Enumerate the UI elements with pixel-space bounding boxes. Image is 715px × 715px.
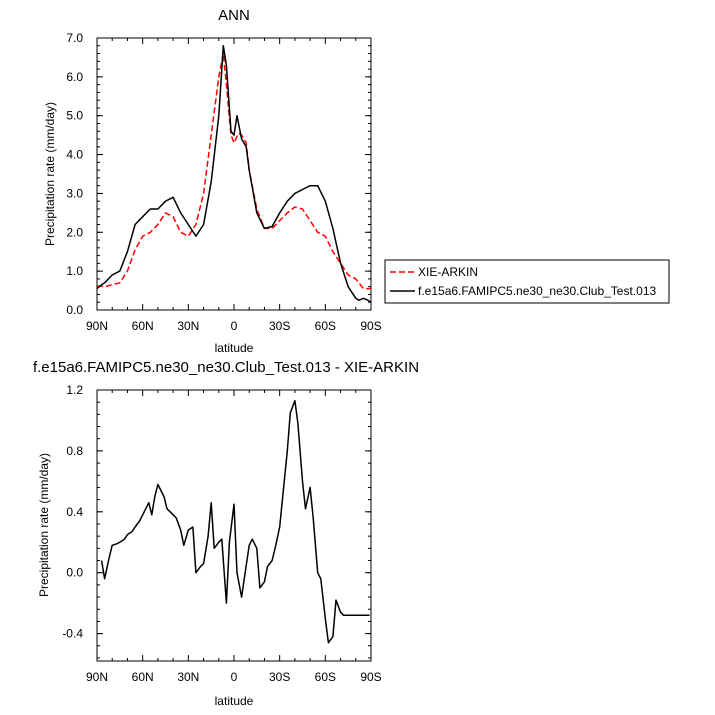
x-tick-label: 90N bbox=[86, 670, 108, 684]
y-axis-bottom: -0.4 0.0 0.4 0.8 1.2 bbox=[62, 383, 371, 659]
y-tick-label: 1.0 bbox=[66, 264, 83, 278]
plot-frame-top bbox=[96, 37, 372, 311]
y-tick-label: 5.0 bbox=[66, 109, 83, 123]
x-tick-label: 60N bbox=[132, 319, 154, 333]
panel-top: ANN 90N 60N 30N 0 30S 60S 90S 0.0 1.0 2.0 3.0 4.0 5… bbox=[43, 7, 670, 355]
x-tick-label: 60N bbox=[132, 670, 154, 684]
x-tick-label: 30S bbox=[269, 670, 290, 684]
x-tick-label: 90S bbox=[360, 670, 381, 684]
series-line-f-e15a6-famipc5-ne30-ne30-club-test-013 bbox=[96, 45, 372, 303]
y-tick-label: 2.0 bbox=[66, 225, 83, 239]
series-line-difference bbox=[100, 399, 370, 644]
chart-title-top: ANN bbox=[218, 7, 250, 24]
x-tick-label: 30S bbox=[269, 319, 290, 333]
series-group-bottom bbox=[100, 399, 370, 644]
y-tick-label: 4.0 bbox=[66, 148, 83, 162]
x-tick-label: 0 bbox=[231, 319, 238, 333]
x-tick-label: 0 bbox=[231, 670, 238, 684]
y-tick-label: 0.4 bbox=[66, 505, 83, 519]
series-group-top bbox=[96, 45, 372, 303]
x-tick-label: 30N bbox=[177, 319, 199, 333]
x-axis-top: 90N 60N 30N 0 30S 60S 90S bbox=[86, 38, 382, 333]
y-tick-label: 7.0 bbox=[66, 31, 83, 45]
y-tick-label: 0.0 bbox=[66, 303, 83, 317]
y-tick-label: 1.2 bbox=[66, 383, 83, 397]
y-axis-label-top: Precipitation rate (mm/day) bbox=[43, 102, 57, 246]
x-axis-label-bottom: latitude bbox=[215, 694, 254, 708]
series-line-xie-arkin bbox=[96, 52, 371, 290]
panel-bottom: f.e15a6.FAMIPC5.ne30_ne30.Club_Test.013 … bbox=[33, 359, 419, 708]
x-tick-label: 90S bbox=[360, 319, 381, 333]
legend-top: XIE-ARKIN f.e15a6.FAMIPC5.ne30_ne30.Club… bbox=[384, 259, 670, 304]
y-tick-label: -0.4 bbox=[62, 627, 83, 641]
x-axis-bottom: 90N 60N 30N 0 30S 60S 90S bbox=[86, 390, 382, 684]
plot-frame-bottom bbox=[96, 389, 372, 662]
x-axis-label-top: latitude bbox=[215, 341, 254, 355]
legend-box bbox=[384, 259, 670, 304]
chart-title-bottom: f.e15a6.FAMIPC5.ne30_ne30.Club_Test.013 … bbox=[33, 359, 419, 376]
y-tick-label: 0.8 bbox=[66, 444, 83, 458]
x-tick-label: 30N bbox=[177, 670, 199, 684]
x-tick-label: 90N bbox=[86, 319, 108, 333]
x-tick-label: 60S bbox=[315, 670, 336, 684]
y-tick-label: 3.0 bbox=[66, 186, 83, 200]
y-tick-label: 0.0 bbox=[66, 566, 83, 580]
y-axis-top: 0.0 1.0 2.0 3.0 4.0 5.0 6.0 7.0 bbox=[66, 31, 371, 317]
y-tick-label: 6.0 bbox=[66, 70, 83, 84]
y-axis-label-bottom: Precipitation rate (mm/day) bbox=[37, 453, 51, 597]
legend-label-model: f.e15a6.FAMIPC5.ne30_ne30.Club_Test.013 bbox=[418, 284, 656, 298]
x-tick-label: 60S bbox=[315, 319, 336, 333]
legend-label-xie-arkin: XIE-ARKIN bbox=[418, 265, 478, 279]
